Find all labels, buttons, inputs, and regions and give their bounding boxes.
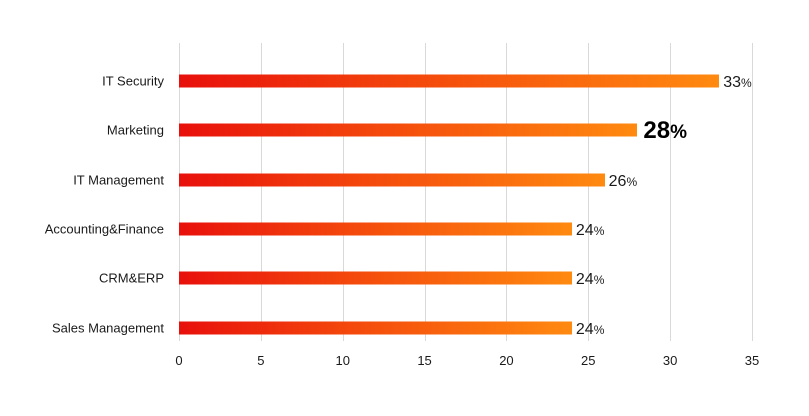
value-label: 24% [576, 271, 604, 289]
value-label: 24% [576, 321, 604, 339]
x-tick-label: 5 [257, 353, 265, 368]
value-label: 26% [609, 173, 637, 191]
x-tick-label: 35 [744, 353, 760, 368]
gridline [588, 43, 589, 341]
bar [179, 222, 572, 236]
category-label: Accounting&Finance [44, 221, 164, 237]
gridline [752, 43, 753, 341]
value-label: 33% [723, 74, 751, 92]
x-tick-label: 25 [581, 353, 596, 368]
category-label: Marketing [106, 122, 164, 138]
x-tick-label: 0 [175, 353, 183, 368]
x-tick-label: 30 [662, 353, 678, 368]
percent-sign: % [670, 122, 687, 143]
gridline [261, 43, 262, 341]
category-label: Sales Management [51, 320, 164, 336]
value-number: 33 [723, 74, 742, 91]
value-label: 24% [576, 222, 604, 240]
gridline [506, 43, 507, 341]
gridline [425, 43, 426, 341]
value-number: 24 [575, 271, 594, 288]
percent-sign: % [593, 323, 605, 337]
bar [179, 321, 572, 335]
value-number: 26 [608, 173, 627, 190]
bar [179, 74, 720, 88]
x-tick-label: 10 [335, 353, 350, 368]
gridline [343, 43, 344, 341]
bar [179, 173, 605, 187]
x-tick-label: 20 [499, 353, 514, 368]
gridline [179, 43, 180, 341]
percent-sign: % [626, 175, 638, 189]
value-number: 24 [575, 222, 594, 239]
value-number: 24 [575, 321, 594, 338]
category-label: IT Security [102, 73, 164, 89]
percent-sign: % [593, 224, 605, 238]
value-number: 28 [643, 117, 671, 144]
gridline [670, 43, 671, 341]
percent-sign: % [741, 76, 752, 90]
category-label: IT Management [73, 172, 164, 188]
percent-sign: % [593, 273, 605, 287]
category-label: CRM&ERP [98, 270, 164, 286]
x-tick-label: 15 [417, 353, 432, 368]
bar [179, 123, 638, 137]
value-label: 28% [643, 117, 687, 145]
bar [179, 271, 572, 285]
